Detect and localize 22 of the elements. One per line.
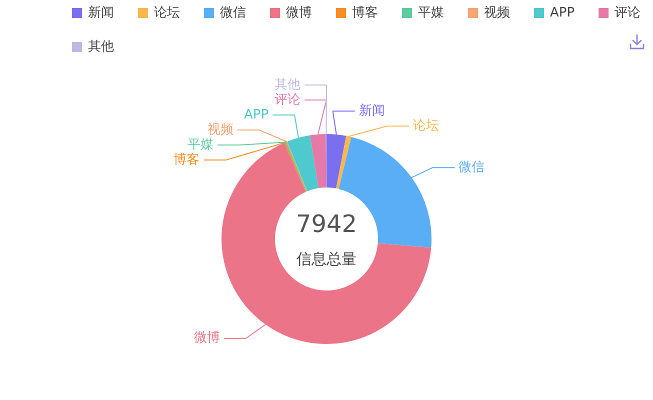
legend-label: 论坛 <box>154 5 180 20</box>
legend-label: 新闻 <box>88 5 114 20</box>
legend-label: 微信 <box>220 5 246 20</box>
legend-label: 博客 <box>352 4 378 20</box>
legend-label: 平媒 <box>418 5 444 20</box>
legend-label: 评论 <box>614 5 641 20</box>
slice-label: 平媒 <box>188 137 214 152</box>
slice-label: 视频 <box>207 122 234 138</box>
slice-label: 论坛 <box>412 118 439 134</box>
legend-label: 微博 <box>286 5 312 20</box>
slice-label: 博客 <box>174 151 200 168</box>
legend-label: 视频 <box>484 5 510 20</box>
slice-label: APP <box>244 107 269 122</box>
slice-label: 微信 <box>458 160 485 175</box>
slice-label: 微博 <box>194 330 220 346</box>
legend-label: 其他 <box>88 39 114 54</box>
slice-label: 评论 <box>274 92 300 108</box>
legend-label: APP <box>550 5 575 20</box>
text: 7942 <box>296 210 358 238</box>
slice-label: 其他 <box>274 77 300 92</box>
text: 信息总量 <box>296 250 356 268</box>
slice-label: 新闻 <box>358 104 385 119</box>
